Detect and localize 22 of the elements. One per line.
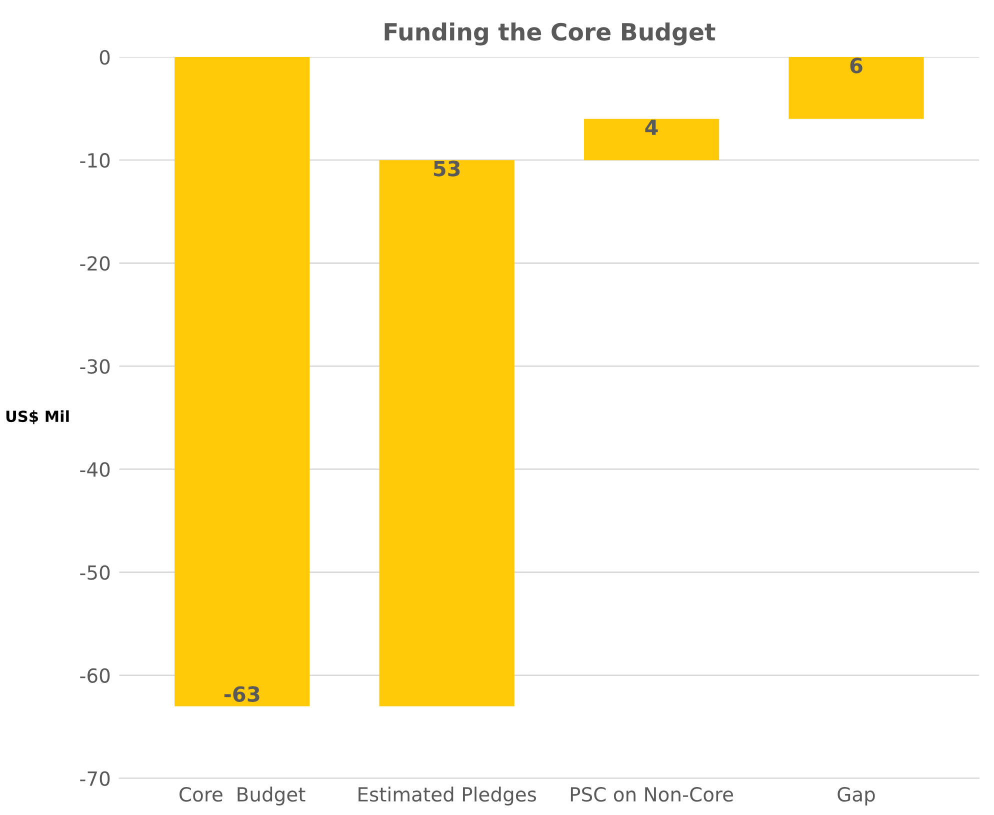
bar	[584, 118, 720, 160]
y-axis-title: US$ Mil	[6, 410, 69, 424]
bar	[379, 160, 514, 706]
x-tick-label: Estimated Pledges	[358, 786, 536, 806]
data-label: 53	[434, 160, 460, 176]
bar	[788, 57, 924, 119]
y-tick-label: -70	[80, 771, 110, 786]
y-tick-label: 0	[100, 50, 110, 65]
y-tick-label: -40	[80, 462, 110, 477]
chart-title: Funding the Core Budget	[384, 22, 716, 46]
y-tick-label: -10	[80, 153, 110, 168]
data-label: 6	[850, 58, 862, 74]
x-tick-label: Core Budget	[180, 786, 306, 806]
y-tick-label: -50	[80, 565, 110, 580]
bar	[174, 57, 310, 706]
data-label: -63	[224, 686, 260, 702]
x-tick-label: Gap	[838, 787, 875, 806]
y-tick-label: -30	[80, 359, 110, 374]
x-tick-label: PSC on Non-Core	[570, 787, 734, 802]
y-tick-label: -60	[80, 668, 110, 683]
y-tick-label: -20	[80, 256, 110, 271]
data-label: 4	[645, 120, 658, 135]
